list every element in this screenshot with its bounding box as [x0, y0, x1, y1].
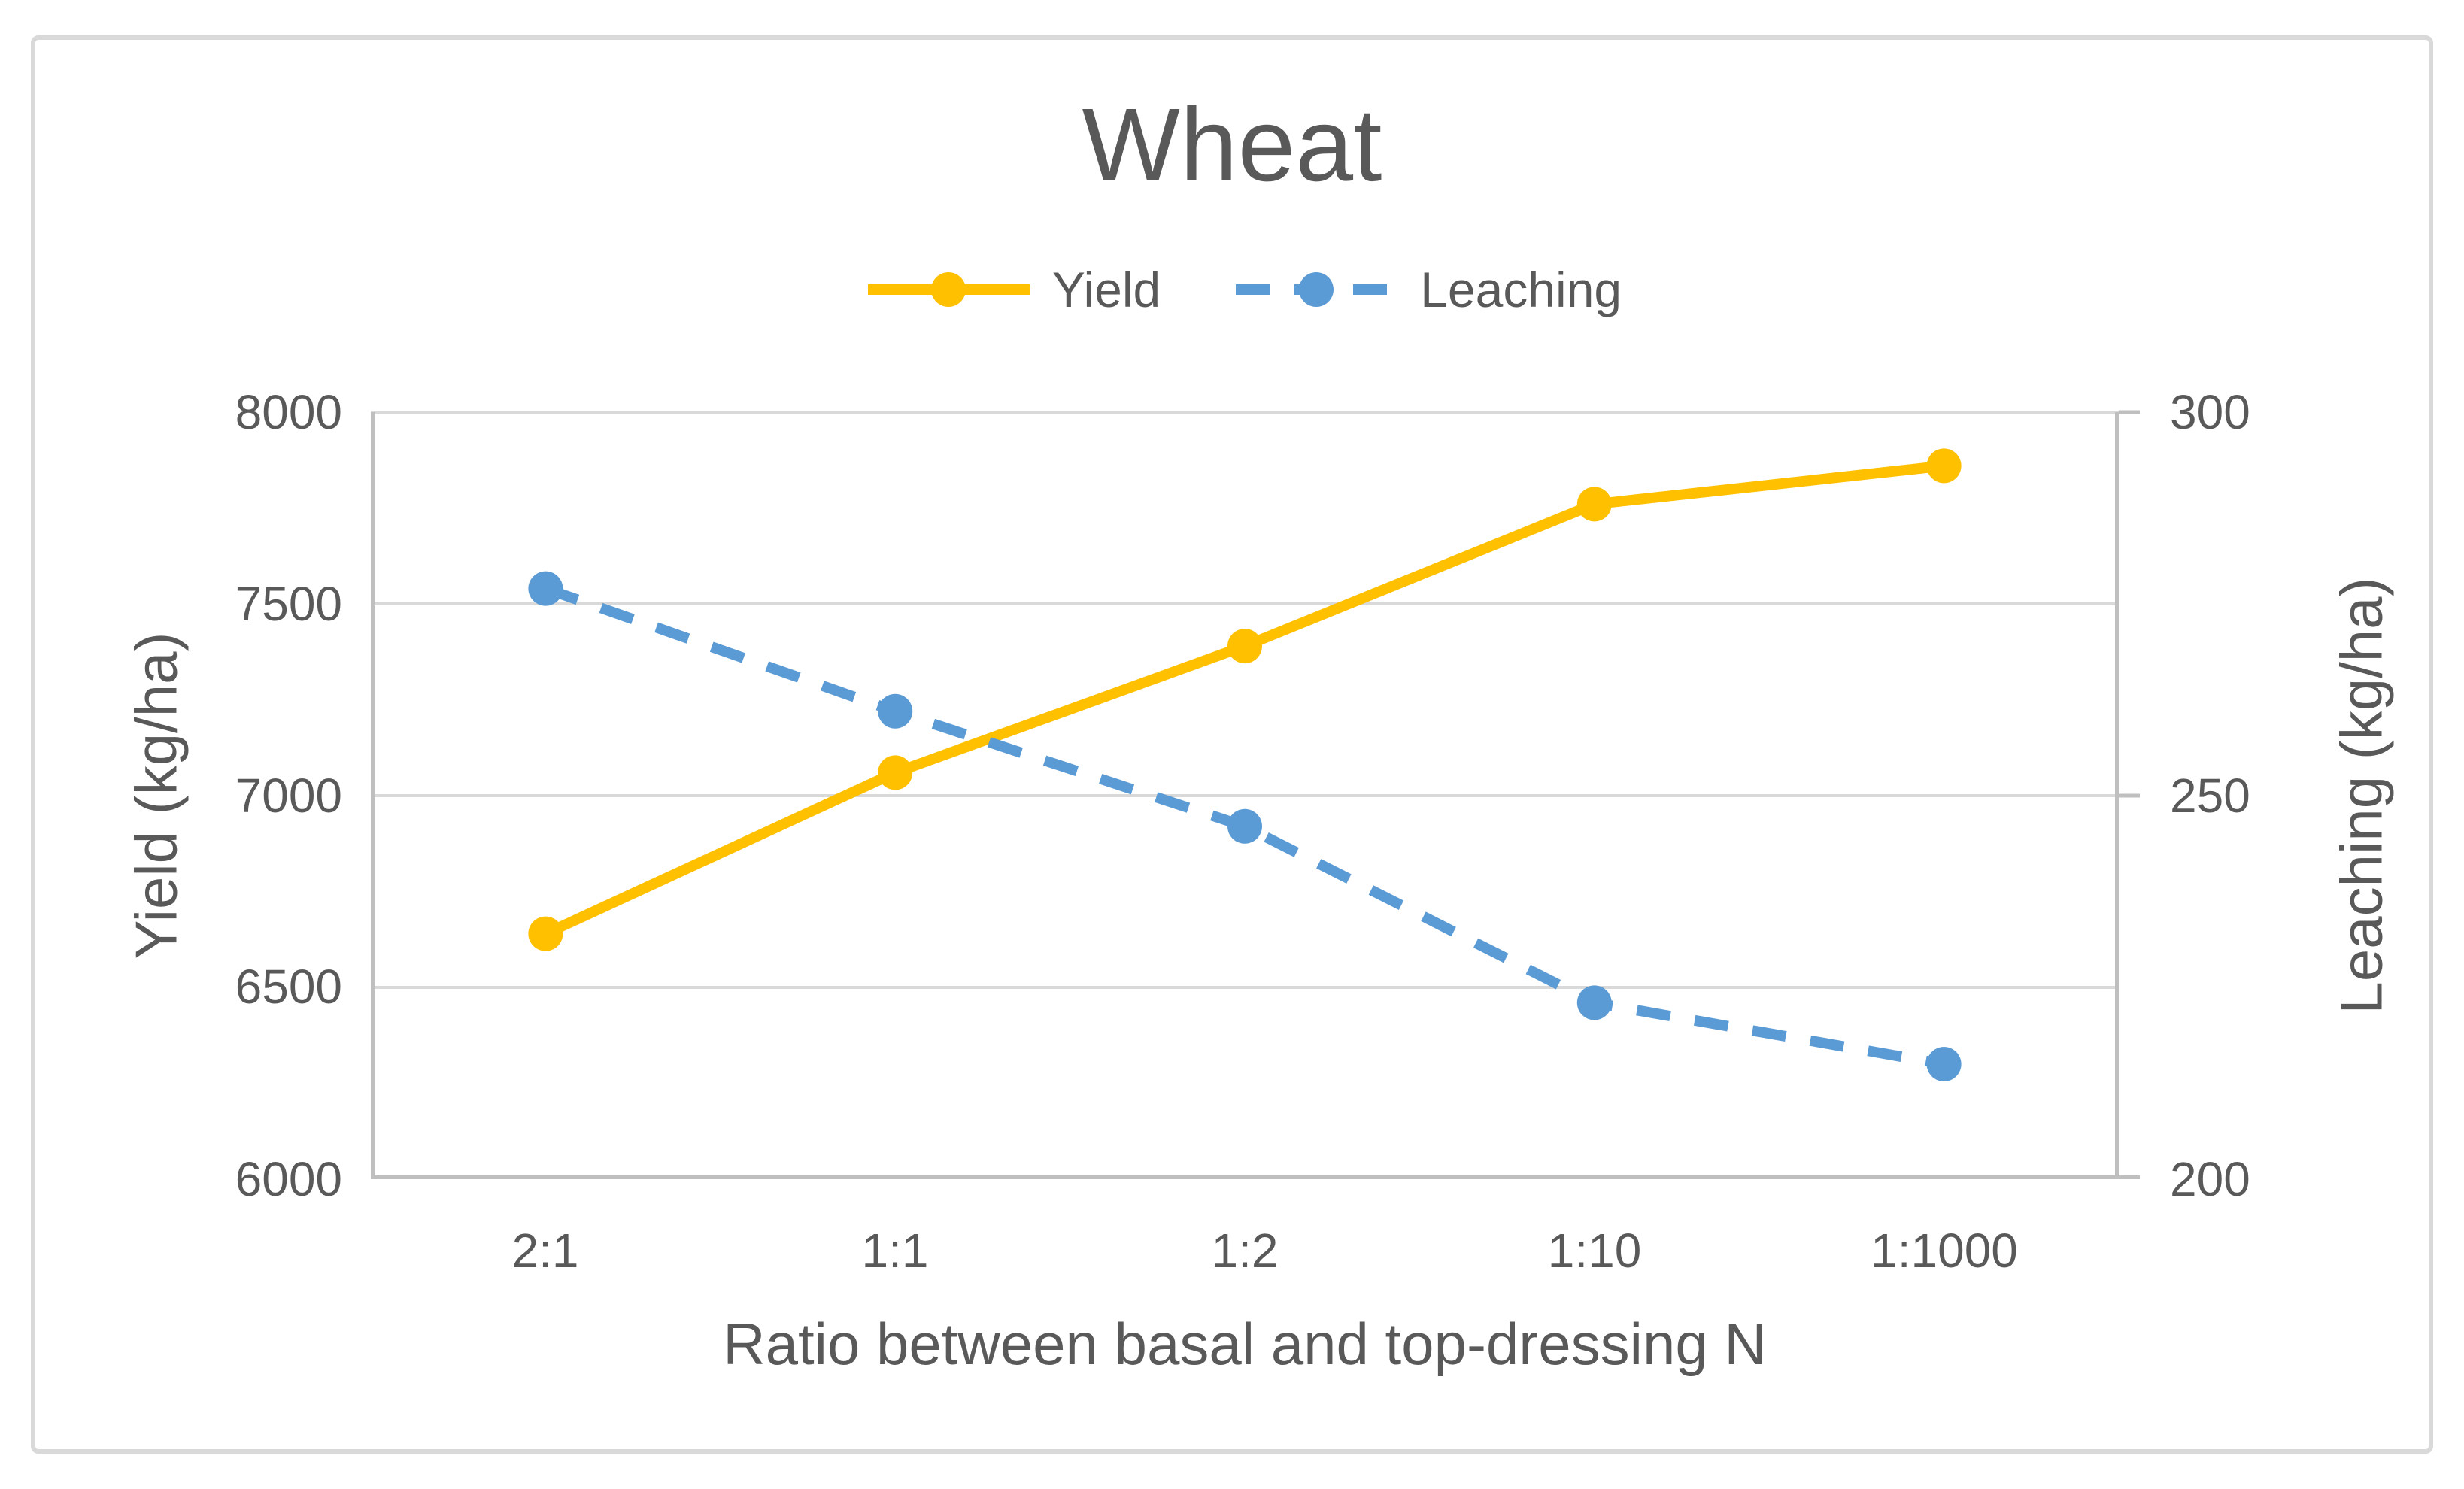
y-left-tick-7500: 7500	[235, 577, 342, 631]
x-tick-1-1000: 1:1000	[1871, 1224, 2018, 1278]
leaching-series-swatch-icon	[1236, 272, 1398, 307]
y-left-tick-8000: 8000	[235, 385, 342, 439]
y-left-tick-6500: 6500	[235, 960, 342, 1014]
chart-border	[31, 35, 2433, 1454]
legend-item-leaching: Leaching	[1236, 256, 1622, 323]
legend-label-yield: Yield	[1051, 262, 1161, 317]
yield-series-swatch-icon	[867, 272, 1030, 307]
x-axis-title: Ratio between basal and top-dressing N	[723, 1311, 1767, 1377]
x-tick-1-1: 1:1	[861, 1224, 929, 1278]
y-axis-left-title: Yield (kg/ha)	[123, 632, 190, 960]
x-tick-1-2: 1:2	[1211, 1224, 1279, 1278]
x-tick-1-10: 1:10	[1547, 1224, 1642, 1278]
plot-area	[371, 410, 2140, 1179]
y-left-tick-7000: 7000	[235, 769, 342, 823]
x-tick-2-1: 2:1	[511, 1224, 579, 1278]
y-left-tick-6000: 6000	[235, 1152, 342, 1206]
legend-label-leaching: Leaching	[1420, 262, 1622, 317]
chart-title: Wheat	[1082, 87, 1382, 203]
y-right-tick-250: 250	[2170, 769, 2250, 823]
legend: Yield Leaching	[372, 248, 2117, 331]
legend-item-yield: Yield	[867, 256, 1161, 323]
y-axis-right-title: Leaching (kg/ha)	[2328, 577, 2395, 1014]
y-right-tick-200: 200	[2170, 1152, 2250, 1206]
y-right-tick-300: 300	[2170, 385, 2250, 439]
